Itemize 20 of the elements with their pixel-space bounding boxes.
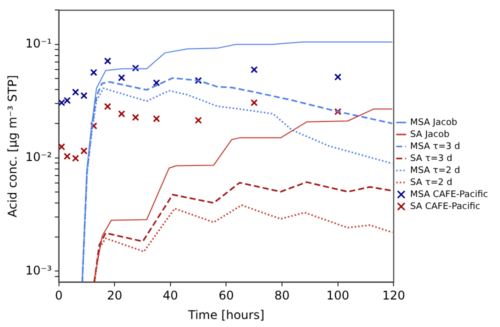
x-tick-label: 0 — [54, 288, 63, 303]
y-tick-label: 10⁻² — [25, 150, 52, 164]
x-tick-label: 100 — [326, 288, 350, 303]
legend-label: MSA τ=2 d — [410, 166, 460, 176]
x-tick-label: 120 — [382, 288, 406, 303]
legend-label: SA τ=2 d — [410, 178, 452, 188]
x-axis-title: Time [hours] — [187, 308, 264, 322]
legend-label: SA CAFE-Pacific — [410, 202, 480, 212]
x-tick-label: 20 — [106, 288, 122, 303]
y-axis-title: Acid conc. [μg m⁻³ STP] — [5, 74, 20, 218]
y-tick-label: 10⁻¹ — [25, 36, 52, 50]
x-tick-label: 60 — [218, 288, 234, 303]
legend-label: MSA CAFE-Pacific — [410, 190, 488, 200]
y-tick-label: 10⁻³ — [25, 263, 52, 278]
legend-label: MSA τ=3 d — [410, 142, 460, 152]
x-tick-label: 40 — [162, 288, 178, 303]
x-tick-label: 80 — [274, 288, 290, 303]
legend-label: MSA Jacob — [410, 118, 458, 128]
legend-label: SA Jacob — [410, 130, 450, 140]
legend-label: SA τ=3 d — [410, 154, 452, 164]
